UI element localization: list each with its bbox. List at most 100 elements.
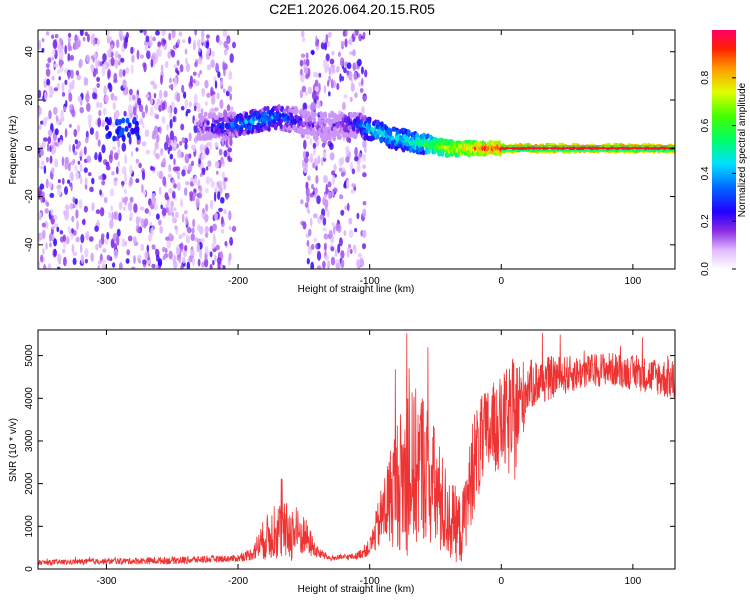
noise-cell xyxy=(220,78,224,87)
noise-cell xyxy=(102,63,107,70)
noise-cell xyxy=(109,219,114,229)
noise-cell xyxy=(68,123,72,128)
colorbar-gradient xyxy=(712,30,736,269)
noise-cell xyxy=(218,148,223,156)
noise-cell xyxy=(184,153,190,164)
noise-cell xyxy=(348,217,353,225)
spectrogram-y-tick-label: -20 xyxy=(24,189,35,204)
noise-cell xyxy=(151,263,156,269)
noise-cell xyxy=(192,144,196,153)
noise-cell xyxy=(125,67,130,74)
noise-cell xyxy=(305,52,309,59)
feature-cell xyxy=(124,126,129,132)
noise-cell xyxy=(209,141,212,151)
noise-cell xyxy=(167,146,170,155)
noise-cell xyxy=(96,82,100,88)
snr-y-tick-label: 1000 xyxy=(24,515,35,538)
noise-cell xyxy=(133,236,137,245)
noise-cell xyxy=(356,212,360,220)
signal-cell xyxy=(432,149,437,155)
noise-cell xyxy=(101,180,106,186)
noise-cell xyxy=(218,40,223,46)
noise-cell xyxy=(193,124,198,134)
noise-cell xyxy=(45,242,48,250)
noise-cell xyxy=(362,139,367,149)
noise-cell xyxy=(307,175,311,181)
noise-cell xyxy=(75,70,80,76)
noise-cell xyxy=(308,157,314,163)
noise-cell xyxy=(47,263,52,269)
noise-cell xyxy=(214,212,219,221)
noise-cell xyxy=(141,122,145,129)
noise-cell xyxy=(74,40,79,50)
noise-cell xyxy=(74,165,78,172)
feature-cell xyxy=(136,134,141,141)
noise-cell xyxy=(348,229,354,238)
noise-cell xyxy=(39,165,45,170)
noise-cell xyxy=(143,190,147,196)
noise-cell xyxy=(162,255,166,261)
noise-cell xyxy=(116,39,120,48)
noise-cell xyxy=(112,233,118,242)
noise-cell xyxy=(168,32,172,41)
noise-cell xyxy=(166,123,170,131)
noise-cell xyxy=(229,93,232,101)
noise-cell xyxy=(193,188,197,193)
noise-cell xyxy=(107,48,112,58)
noise-cell xyxy=(165,207,169,214)
noise-cell xyxy=(197,192,203,199)
noise-cell xyxy=(180,123,185,131)
noise-cell xyxy=(125,258,130,264)
noise-cell xyxy=(343,230,347,237)
noise-cell xyxy=(353,71,358,81)
noise-cell xyxy=(104,94,109,104)
signal-cell xyxy=(407,129,411,135)
noise-cell xyxy=(170,200,174,208)
signal-cell xyxy=(332,136,336,142)
noise-cell xyxy=(123,110,127,117)
noise-cell xyxy=(124,172,127,183)
noise-cell xyxy=(47,57,52,63)
noise-cell xyxy=(128,135,132,145)
noise-cell xyxy=(92,92,96,100)
noise-cell xyxy=(44,91,47,101)
noise-cell xyxy=(155,30,160,36)
noise-cell xyxy=(83,205,88,213)
noise-cell xyxy=(230,106,234,112)
noise-cell xyxy=(114,109,120,119)
noise-cell xyxy=(350,189,356,194)
noise-cell xyxy=(63,67,69,74)
noise-cell xyxy=(57,42,62,53)
signal-cell xyxy=(280,105,285,112)
noise-cell xyxy=(354,146,358,157)
noise-cell xyxy=(211,241,216,249)
noise-cell xyxy=(64,156,69,164)
noise-cell xyxy=(339,73,342,83)
noise-cell xyxy=(349,161,354,172)
noise-cell xyxy=(209,251,213,258)
noise-cell xyxy=(326,261,329,268)
noise-cell xyxy=(214,80,218,89)
noise-cell xyxy=(38,212,42,218)
noise-cell xyxy=(64,186,68,195)
noise-cell xyxy=(327,80,330,87)
signal-cell xyxy=(314,136,318,142)
feature-cell xyxy=(121,117,126,124)
noise-cell xyxy=(98,239,102,249)
noise-cell xyxy=(327,181,332,188)
noise-cell xyxy=(144,251,149,260)
noise-cell xyxy=(224,240,228,247)
noise-cell xyxy=(129,164,133,175)
noise-cell xyxy=(198,47,201,53)
noise-cell xyxy=(38,232,41,242)
noise-cell xyxy=(114,50,119,59)
noise-cell xyxy=(185,57,188,65)
spectrogram-frame xyxy=(37,29,676,270)
signal-cell xyxy=(388,128,393,134)
noise-cell xyxy=(228,210,232,221)
noise-cell xyxy=(41,191,45,198)
noise-cell xyxy=(182,257,186,264)
signal-cell xyxy=(267,126,271,132)
noise-cell xyxy=(72,251,78,256)
noise-cell xyxy=(53,87,58,92)
